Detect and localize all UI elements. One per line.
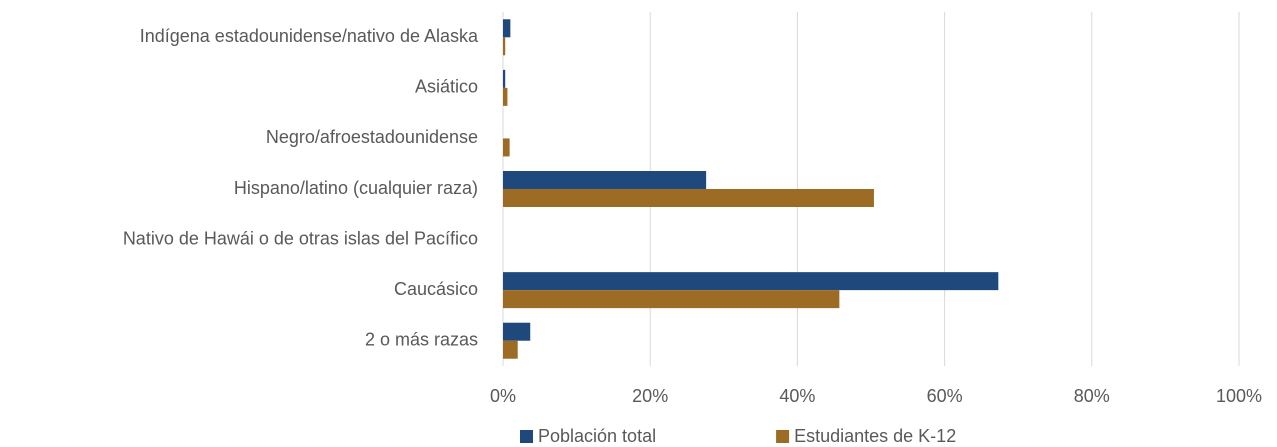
bar [503, 171, 707, 189]
bar [503, 189, 874, 207]
x-tick-label: 80% [1074, 386, 1110, 406]
y-tick-label: 2 o más razas [365, 329, 478, 349]
y-tick-label: Indígena estadounidense/nativo de Alaska [140, 26, 479, 46]
bar [503, 19, 511, 38]
y-tick-label: Nativo de Hawái o de otras islas del Pac… [123, 228, 478, 248]
bar [503, 37, 506, 56]
bar [503, 340, 518, 359]
bar [503, 87, 508, 106]
bar [503, 138, 510, 157]
legend-label: Estudiantes de K-12 [794, 426, 956, 446]
y-tick-label: Hispano/latino (cualquier raza) [234, 178, 478, 198]
bar [503, 290, 840, 309]
x-tick-label: 0% [490, 386, 516, 406]
x-tick-label: 20% [632, 386, 668, 406]
bar [503, 272, 999, 291]
y-tick-label: Caucásico [394, 279, 478, 299]
y-tick-label: Negro/afroestadounidense [266, 127, 478, 147]
legend-label: Población total [538, 426, 656, 446]
x-tick-label: 60% [927, 386, 963, 406]
y-tick-label: Asiático [415, 77, 478, 97]
bar [503, 69, 506, 88]
x-tick-label: 100% [1216, 386, 1262, 406]
legend-swatch [520, 430, 533, 443]
legend-swatch [776, 430, 790, 443]
x-tick-label: 40% [779, 386, 815, 406]
bar [503, 322, 531, 341]
